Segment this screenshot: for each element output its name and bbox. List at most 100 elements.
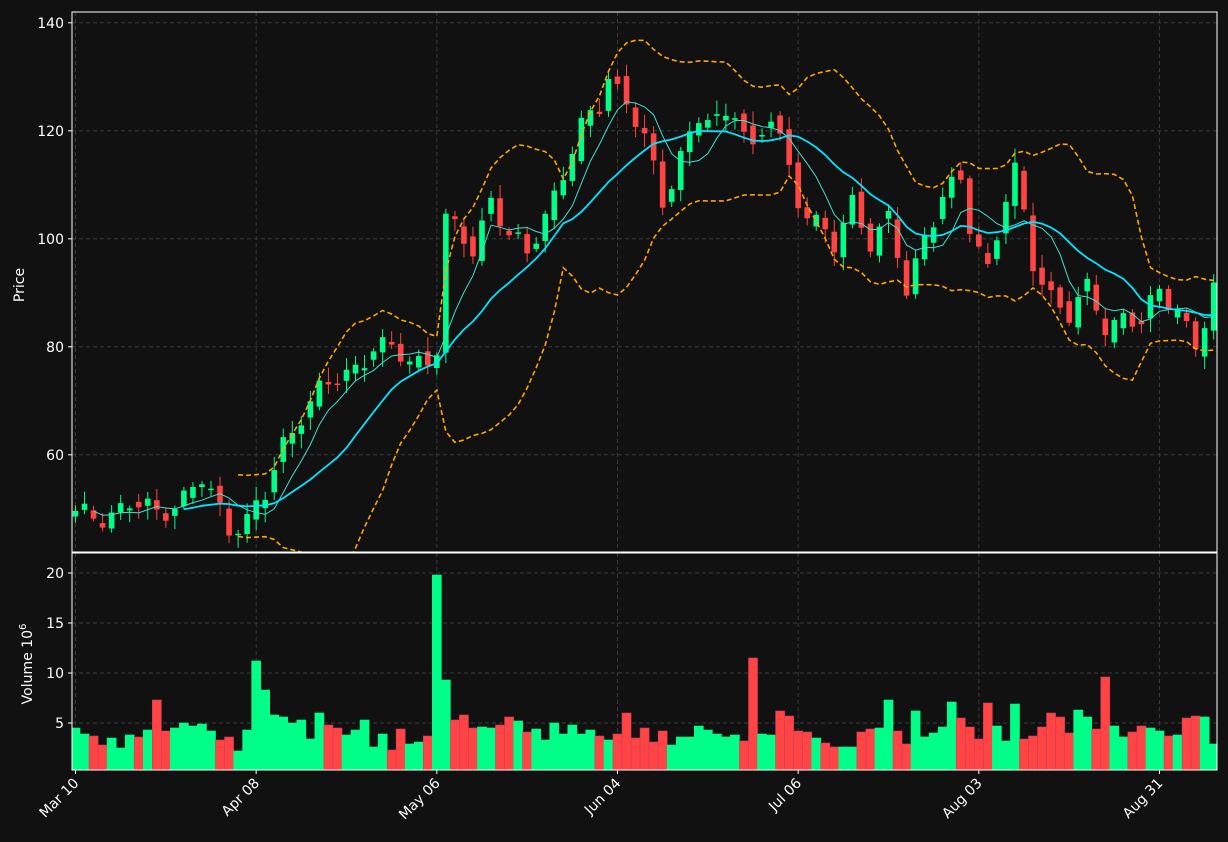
candle-body xyxy=(316,380,323,407)
candle-body xyxy=(443,213,449,353)
volume-bar xyxy=(170,727,180,770)
volume-bar xyxy=(1010,703,1020,770)
volume-bar xyxy=(404,743,415,770)
candle-body xyxy=(1093,284,1100,311)
price-tick-label: 60 xyxy=(46,448,64,464)
volume-bar xyxy=(1163,735,1174,770)
candle-body xyxy=(370,351,377,360)
candle-body xyxy=(1192,321,1199,350)
candle-body xyxy=(334,383,341,386)
volume-bar xyxy=(161,730,171,770)
candle-body xyxy=(632,107,639,127)
volume-axis-label: Volume 106 xyxy=(18,624,36,705)
candle-body xyxy=(1129,312,1136,327)
volume-bar xyxy=(549,722,560,770)
candle-body xyxy=(741,113,747,132)
candle-body xyxy=(434,355,440,369)
volume-bar xyxy=(1145,727,1156,770)
volume-bar xyxy=(784,715,794,770)
candle-body xyxy=(542,213,549,242)
candle-body xyxy=(714,114,720,116)
candle-body xyxy=(1102,318,1109,336)
candle-body xyxy=(876,226,883,256)
candle-body xyxy=(479,220,485,261)
volume-bar xyxy=(829,746,840,770)
volume-bar xyxy=(242,729,252,770)
candle-body xyxy=(81,503,88,510)
volume-bar xyxy=(955,717,966,770)
candle-body xyxy=(144,498,151,506)
candle-body xyxy=(343,369,350,381)
volume-bar xyxy=(233,750,243,770)
candle-body xyxy=(271,470,278,493)
volume-bar xyxy=(992,725,1002,770)
candle-body xyxy=(1021,170,1027,210)
candle-body xyxy=(1048,281,1054,291)
candle-body xyxy=(994,240,1000,259)
candle-body xyxy=(641,127,648,134)
candle-body xyxy=(524,234,530,254)
bollinger-lower-line xyxy=(238,174,1214,552)
volume-bar xyxy=(1127,731,1138,770)
volume-bar xyxy=(323,724,334,770)
candle-body xyxy=(912,258,919,295)
candle-body xyxy=(461,226,467,244)
candle-body xyxy=(135,501,142,508)
candle-body xyxy=(885,211,892,219)
volume-bar xyxy=(269,714,280,770)
volume-bar xyxy=(432,574,442,770)
volume-bar xyxy=(919,736,930,770)
candle-body xyxy=(1003,201,1009,234)
candle-body xyxy=(939,196,946,219)
candle-body xyxy=(831,231,838,253)
price-tick-label: 140 xyxy=(37,16,64,32)
sma-slow-line xyxy=(183,129,1214,511)
volume-bar xyxy=(946,701,957,770)
volume-bar xyxy=(1046,712,1056,770)
volume-bar xyxy=(721,736,731,770)
volume-bar xyxy=(567,724,578,770)
volume-bar xyxy=(124,734,135,770)
volume-bar xyxy=(413,741,424,770)
candle-body xyxy=(813,214,820,227)
candle-body xyxy=(244,513,250,535)
volume-bars xyxy=(72,574,1217,770)
volume-bar xyxy=(1118,736,1129,770)
volume-bar xyxy=(504,716,514,770)
volume-bar xyxy=(928,732,939,770)
volume-bar xyxy=(1181,717,1192,770)
candle-body xyxy=(424,351,431,366)
volume-bar xyxy=(468,727,478,770)
price-tick-label: 120 xyxy=(37,124,64,140)
candle-body xyxy=(985,253,991,264)
volume-bar xyxy=(540,739,551,770)
volume-bar xyxy=(1109,725,1120,770)
volume-bar xyxy=(666,744,677,770)
volume-bar xyxy=(422,735,433,770)
price-tick-label: 100 xyxy=(37,232,64,248)
candle-body xyxy=(1156,288,1163,302)
candle-body xyxy=(1201,328,1208,357)
price-tick-label: 80 xyxy=(46,340,64,356)
volume-bar xyxy=(477,726,487,770)
volume-bar xyxy=(748,657,758,770)
volume-bar xyxy=(1172,734,1183,770)
volume-bar xyxy=(332,727,343,770)
candle-body xyxy=(352,364,359,374)
volume-frame xyxy=(71,552,1218,771)
volume-bar xyxy=(802,731,813,770)
candle-body xyxy=(1165,288,1172,310)
volume-bar xyxy=(531,728,542,770)
candle-body xyxy=(948,176,955,198)
volume-bar xyxy=(675,736,686,770)
volume-bar xyxy=(1190,715,1201,770)
candle-body xyxy=(605,79,612,111)
candle-body xyxy=(966,178,973,234)
volume-bar xyxy=(1100,676,1111,770)
candle-body xyxy=(253,500,259,520)
candle-body xyxy=(199,484,205,488)
candle-body xyxy=(668,189,675,202)
volume-bar xyxy=(314,712,325,770)
volume-bar xyxy=(1055,716,1065,770)
volume-bar xyxy=(793,730,803,770)
